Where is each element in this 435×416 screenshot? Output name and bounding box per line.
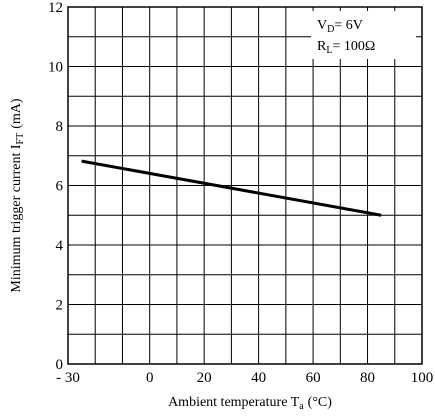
x-axis-title: Ambient temperature Ta (°C) bbox=[168, 395, 332, 412]
y-axis-title-unit: (mA) bbox=[9, 98, 24, 129]
legend-line-vd: VD= 6V bbox=[317, 18, 363, 35]
x-axis-title-unit: (°C) bbox=[308, 395, 333, 410]
x-tick-label: 100 bbox=[411, 370, 434, 386]
y-axis-title-subscript: FT bbox=[15, 133, 26, 145]
y-tick-label: 2 bbox=[56, 298, 64, 314]
y-axis-title-main: Minimum trigger current I bbox=[9, 144, 24, 292]
x-axis-title-main: Ambient temperature T bbox=[168, 395, 300, 410]
plot-frame bbox=[67, 6, 423, 365]
y-tick-label: 4 bbox=[56, 238, 64, 254]
grid bbox=[68, 7, 422, 364]
series-line bbox=[81, 159, 382, 217]
y-tick-label: 6 bbox=[56, 179, 64, 195]
legend-vd-value: = 6V bbox=[334, 18, 363, 33]
x-tick-label: 60 bbox=[306, 370, 321, 386]
x-tick-label: 40 bbox=[251, 370, 266, 386]
x-tick-label: 0 bbox=[146, 370, 154, 386]
legend: VD= 6V RL= 100Ω bbox=[311, 11, 416, 59]
y-tick-label: 8 bbox=[56, 119, 64, 135]
legend-rl-value: = 100Ω bbox=[332, 39, 375, 54]
y-tick-label: 10 bbox=[48, 60, 63, 76]
x-tick-label: - 30 bbox=[56, 370, 80, 386]
series-layer bbox=[81, 159, 382, 217]
y-axis-title: Minimum trigger current IFT (mA) bbox=[9, 98, 26, 292]
y-tick-label: 12 bbox=[48, 0, 63, 16]
x-tick-label: 80 bbox=[360, 370, 375, 386]
legend-rl-symbol: R bbox=[317, 39, 327, 54]
legend-vd-subscript: D bbox=[327, 24, 334, 35]
legend-background bbox=[311, 11, 416, 59]
legend-vd-symbol: V bbox=[317, 18, 327, 33]
y-tick-label: 0 bbox=[56, 357, 64, 373]
legend-line-rl: RL= 100Ω bbox=[317, 39, 375, 56]
x-tick-label: 20 bbox=[197, 370, 212, 386]
legend-rl-subscript: L bbox=[326, 45, 332, 56]
x-axis-title-subscript: a bbox=[299, 401, 304, 412]
